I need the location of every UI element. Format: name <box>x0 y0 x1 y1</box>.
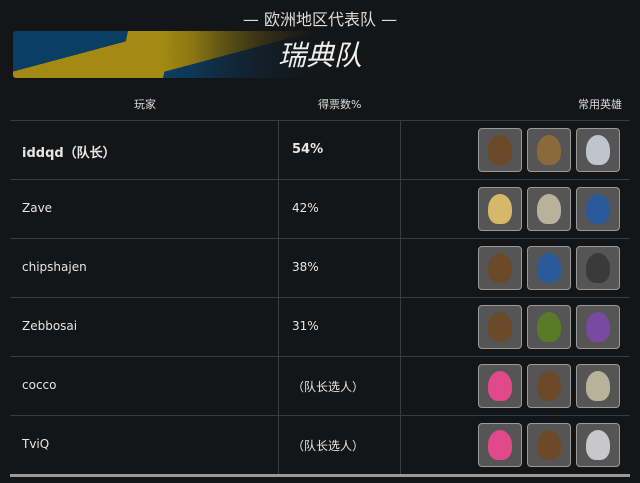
vote-percent: 42% <box>292 201 319 215</box>
player-name: iddqd（队长） <box>22 146 116 161</box>
divider <box>10 356 630 357</box>
divider <box>10 474 630 477</box>
region-title: — 欧洲地区代表队 — <box>242 10 398 29</box>
table-row: iddqd（队长） 54% <box>10 120 630 179</box>
hero-mccree-icon <box>478 128 522 172</box>
column-header-votes: 得票数% <box>318 98 362 111</box>
hero-mccree-icon <box>527 364 571 408</box>
vote-percent: 38% <box>292 260 319 274</box>
column-header-heroes: 常用英雄 <box>578 98 622 111</box>
table-row: Zebbosai 31% <box>10 297 630 356</box>
hero-zenyatta-icon <box>576 364 620 408</box>
divider <box>10 297 630 298</box>
hero-ana-icon <box>527 246 571 290</box>
player-name: Zave <box>22 201 53 215</box>
hero-list <box>478 246 620 290</box>
hero-list <box>478 187 620 231</box>
table-row: Zave 42% <box>10 179 630 238</box>
hero-list <box>478 364 620 408</box>
hero-zarya-icon <box>478 423 522 467</box>
divider <box>10 415 630 416</box>
hero-lucio-icon <box>527 305 571 349</box>
player-name: Zebbosai <box>22 319 78 333</box>
hero-pharah-icon <box>576 187 620 231</box>
hero-mercy-icon <box>478 187 522 231</box>
hero-tracer-icon <box>527 128 571 172</box>
player-name: chipshajen <box>22 260 87 274</box>
vote-percent: 31% <box>292 319 319 333</box>
table-row: cocco （队长选人） <box>10 356 630 415</box>
hero-zenyatta-icon <box>527 187 571 231</box>
sweden-flag-banner <box>13 31 343 78</box>
vote-percent: 54% <box>292 142 324 157</box>
divider <box>10 238 630 239</box>
player-name: cocco <box>22 378 57 392</box>
table-row: TviQ （队长选人） <box>10 415 630 474</box>
hero-roadhog-icon <box>576 246 620 290</box>
divider <box>10 120 630 121</box>
vote-percent: （队长选人） <box>292 380 365 394</box>
hero-widowmaker-icon <box>576 305 620 349</box>
divider <box>10 179 630 180</box>
hero-mccree-icon <box>478 305 522 349</box>
hero-genji-icon <box>576 423 620 467</box>
player-name: TviQ <box>22 437 50 451</box>
hero-zarya-icon <box>478 364 522 408</box>
hero-mccree-icon <box>527 423 571 467</box>
table-row: chipshajen 38% <box>10 238 630 297</box>
hero-list <box>478 305 620 349</box>
hero-list <box>478 423 620 467</box>
hero-soldier-76-icon <box>576 128 620 172</box>
team-name: 瑞典队 <box>278 39 363 72</box>
column-header-player: 玩家 <box>134 98 156 111</box>
hero-mccree-icon <box>478 246 522 290</box>
hero-list <box>478 128 620 172</box>
vote-percent: （队长选人） <box>292 439 365 453</box>
